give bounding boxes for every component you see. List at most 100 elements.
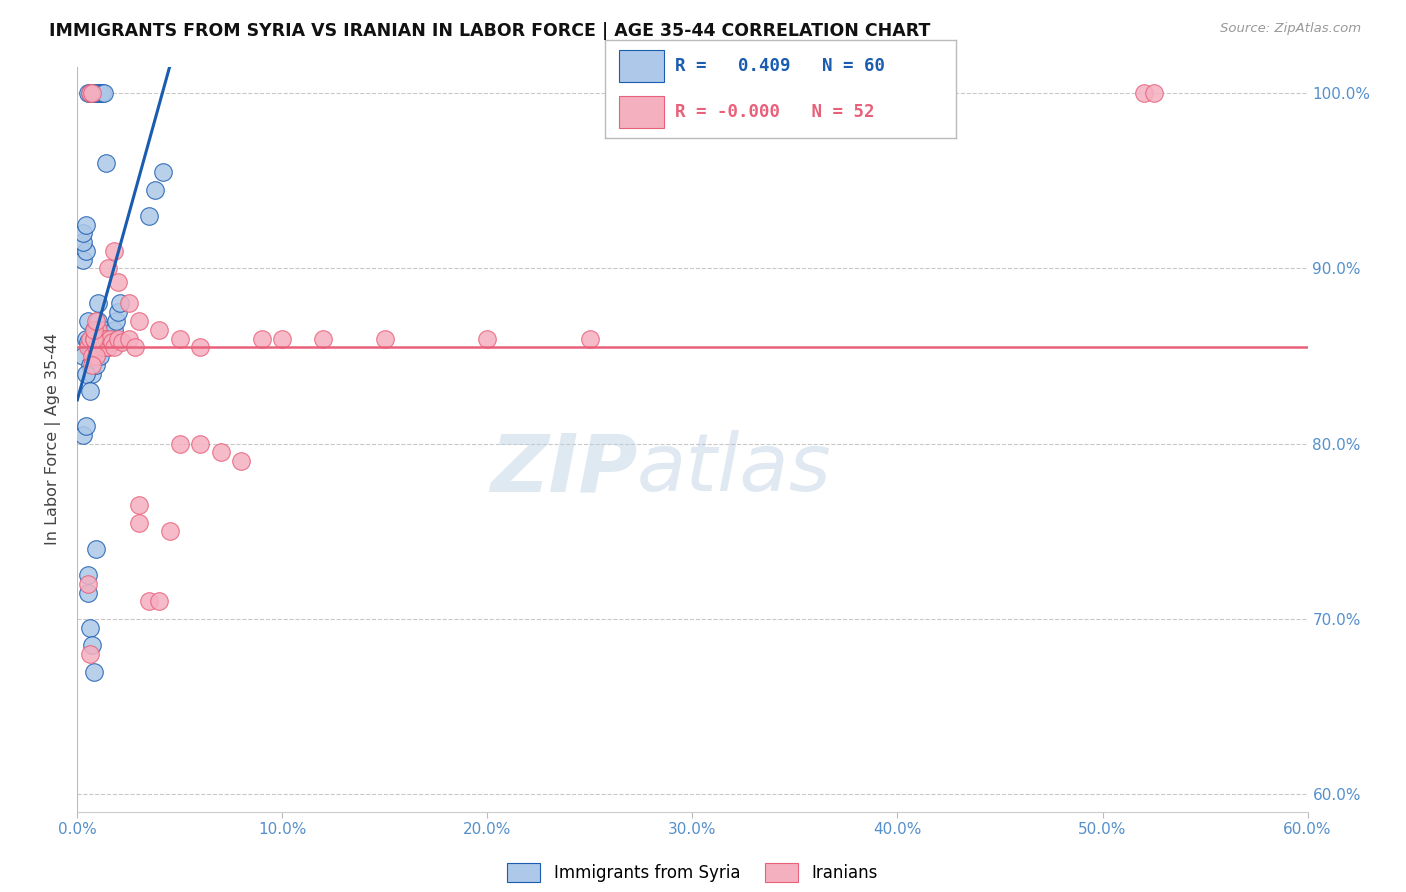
Point: [76, 585, 98, 599]
Point: [250, 332, 273, 346]
Point: [76, 577, 98, 591]
Point: [110, 296, 132, 310]
Point: [75, 367, 97, 381]
Point: [87, 345, 110, 359]
Point: [111, 334, 134, 349]
Point: [98, 332, 121, 346]
Point: [76, 334, 98, 349]
Point: [97, 261, 120, 276]
Point: [117, 332, 139, 346]
Point: [83, 332, 105, 346]
Point: [103, 340, 125, 354]
Point: [93, 340, 115, 354]
Point: [84, 340, 107, 354]
Point: [579, 332, 602, 346]
Point: [87, 323, 110, 337]
Point: [128, 498, 150, 512]
Point: [128, 314, 150, 328]
Point: [90, 340, 114, 354]
Bar: [619, 96, 664, 128]
Point: [87, 314, 110, 328]
Point: [98, 334, 121, 349]
Text: IMMIGRANTS FROM SYRIA VS IRANIAN IN LABOR FORCE | AGE 35-44 CORRELATION CHART: IMMIGRANTS FROM SYRIA VS IRANIAN IN LABO…: [49, 22, 931, 40]
Point: [80, 358, 103, 372]
Point: [93, 340, 115, 354]
Point: [89, 86, 111, 100]
Point: [83, 665, 105, 679]
Point: [90, 332, 114, 346]
Point: [87, 332, 110, 346]
Point: [94, 156, 117, 170]
Text: Source: ZipAtlas.com: Source: ZipAtlas.com: [1220, 22, 1361, 36]
Point: [231, 454, 253, 468]
Point: [79, 621, 101, 635]
Point: [152, 165, 174, 179]
Point: [79, 332, 101, 346]
Point: [105, 314, 128, 328]
Point: [83, 323, 105, 337]
Point: [75, 332, 97, 346]
Point: [80, 86, 103, 100]
Point: [89, 323, 111, 337]
Point: [80, 638, 103, 652]
Point: [1132, 86, 1154, 100]
Point: [97, 332, 120, 346]
Point: [76, 340, 98, 354]
Point: [209, 445, 232, 459]
Point: [80, 349, 103, 363]
Point: [79, 647, 101, 661]
Point: [84, 541, 107, 556]
Point: [84, 349, 107, 363]
Point: [103, 323, 125, 337]
Point: [80, 332, 103, 346]
Point: [75, 244, 97, 258]
Text: R = -0.000   N = 52: R = -0.000 N = 52: [675, 103, 875, 121]
Point: [84, 86, 107, 100]
Text: ZIP: ZIP: [489, 430, 637, 508]
Point: [72, 349, 94, 363]
Point: [107, 305, 129, 319]
Point: [312, 332, 335, 346]
Point: [169, 436, 191, 450]
Point: [72, 235, 94, 249]
Point: [188, 340, 212, 354]
Point: [83, 332, 105, 346]
Legend: Immigrants from Syria, Iranians: Immigrants from Syria, Iranians: [501, 856, 884, 889]
Point: [76, 568, 98, 582]
Point: [72, 227, 94, 241]
Point: [72, 428, 94, 442]
Point: [97, 340, 120, 354]
Point: [84, 358, 107, 372]
Y-axis label: In Labor Force | Age 35-44: In Labor Force | Age 35-44: [45, 334, 62, 545]
Point: [107, 332, 129, 346]
Point: [79, 358, 101, 372]
Point: [79, 384, 101, 398]
Point: [80, 367, 103, 381]
Point: [128, 516, 150, 530]
Point: [79, 86, 101, 100]
Point: [75, 419, 97, 434]
Point: [94, 332, 117, 346]
Point: [84, 340, 107, 354]
Point: [93, 323, 115, 337]
Point: [117, 296, 139, 310]
Point: [83, 349, 105, 363]
Point: [101, 334, 124, 349]
Point: [94, 334, 117, 349]
Point: [89, 334, 111, 349]
Point: [93, 86, 115, 100]
Point: [83, 323, 105, 337]
Point: [87, 296, 110, 310]
Point: [169, 332, 191, 346]
Point: [72, 252, 94, 267]
Point: [76, 86, 98, 100]
Point: [90, 86, 114, 100]
Point: [138, 209, 160, 223]
Point: [101, 332, 124, 346]
Point: [107, 276, 129, 290]
Point: [75, 218, 97, 232]
Point: [87, 86, 110, 100]
Point: [80, 86, 103, 100]
Point: [83, 86, 105, 100]
Bar: [619, 50, 664, 82]
